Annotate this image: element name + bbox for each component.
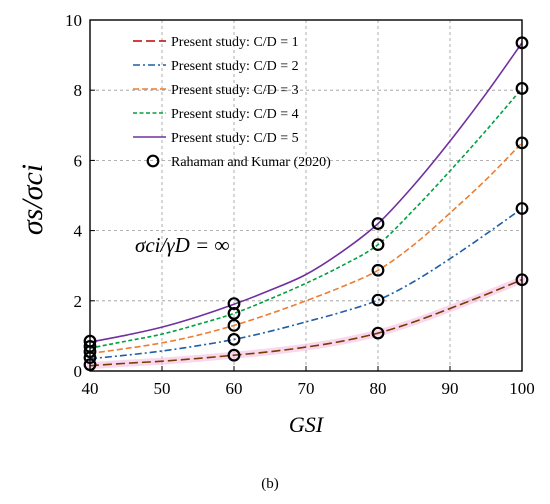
panel-label: (b) [261, 476, 279, 492]
series-line-c-d-2 [89, 207, 523, 360]
x-tick-label: 80 [370, 379, 387, 398]
legend-marker-reference [146, 154, 160, 168]
x-tick-label: 70 [298, 379, 315, 398]
y-tick-label: 10 [65, 11, 82, 30]
axis-ticks: 40 50 60 70 80 90 100 0 2 4 6 8 10 [65, 11, 535, 398]
y-tick-label: 0 [74, 362, 83, 381]
reference-marker [227, 333, 241, 346]
legend-label-c-d-2: Present study: C/D = 2 [171, 59, 299, 74]
legend-label-c-d-4: Present study: C/D = 4 [171, 107, 299, 122]
annotation: σci/γD = ∞ [135, 233, 229, 257]
legend-label-c-d-5: Present study: C/D = 5 [171, 131, 299, 146]
legend-label-reference: Rahaman and Kumar (2020) [171, 155, 331, 170]
x-axis-title: GSI [289, 412, 325, 437]
reference-marker [371, 238, 385, 252]
x-tick-label: 90 [442, 379, 459, 398]
reference-marker [371, 326, 385, 340]
reference-marker [227, 297, 241, 311]
reference-marker [371, 293, 385, 307]
series-line-c-d-1 [89, 278, 523, 367]
x-tick-label: 40 [82, 379, 99, 398]
series-line-c-d-3 [89, 142, 523, 355]
series-lines [86, 42, 526, 370]
reference-marker [371, 217, 385, 230]
reference-marker [371, 263, 385, 277]
series-line-c-d-5 [89, 42, 523, 343]
y-axis-title: σs/σci [16, 164, 49, 235]
x-tick-label: 100 [509, 379, 535, 398]
y-tick-label: 8 [74, 81, 83, 100]
y-tick-label: 4 [74, 222, 83, 241]
legend-label-c-d-1: Present study: C/D = 1 [171, 35, 299, 50]
legend: Present study: C/D = 1 Present study: C/D… [133, 35, 331, 170]
reference-marker [227, 348, 241, 362]
series-line-c-d-4 [89, 87, 523, 349]
reference-marker [227, 318, 241, 332]
x-tick-label: 50 [154, 379, 171, 398]
x-tick-label: 60 [226, 379, 243, 398]
grid [90, 20, 522, 371]
y-tick-label: 2 [74, 292, 83, 311]
y-tick-label: 6 [74, 151, 83, 170]
legend-label-c-d-3: Present study: C/D = 3 [171, 83, 299, 98]
